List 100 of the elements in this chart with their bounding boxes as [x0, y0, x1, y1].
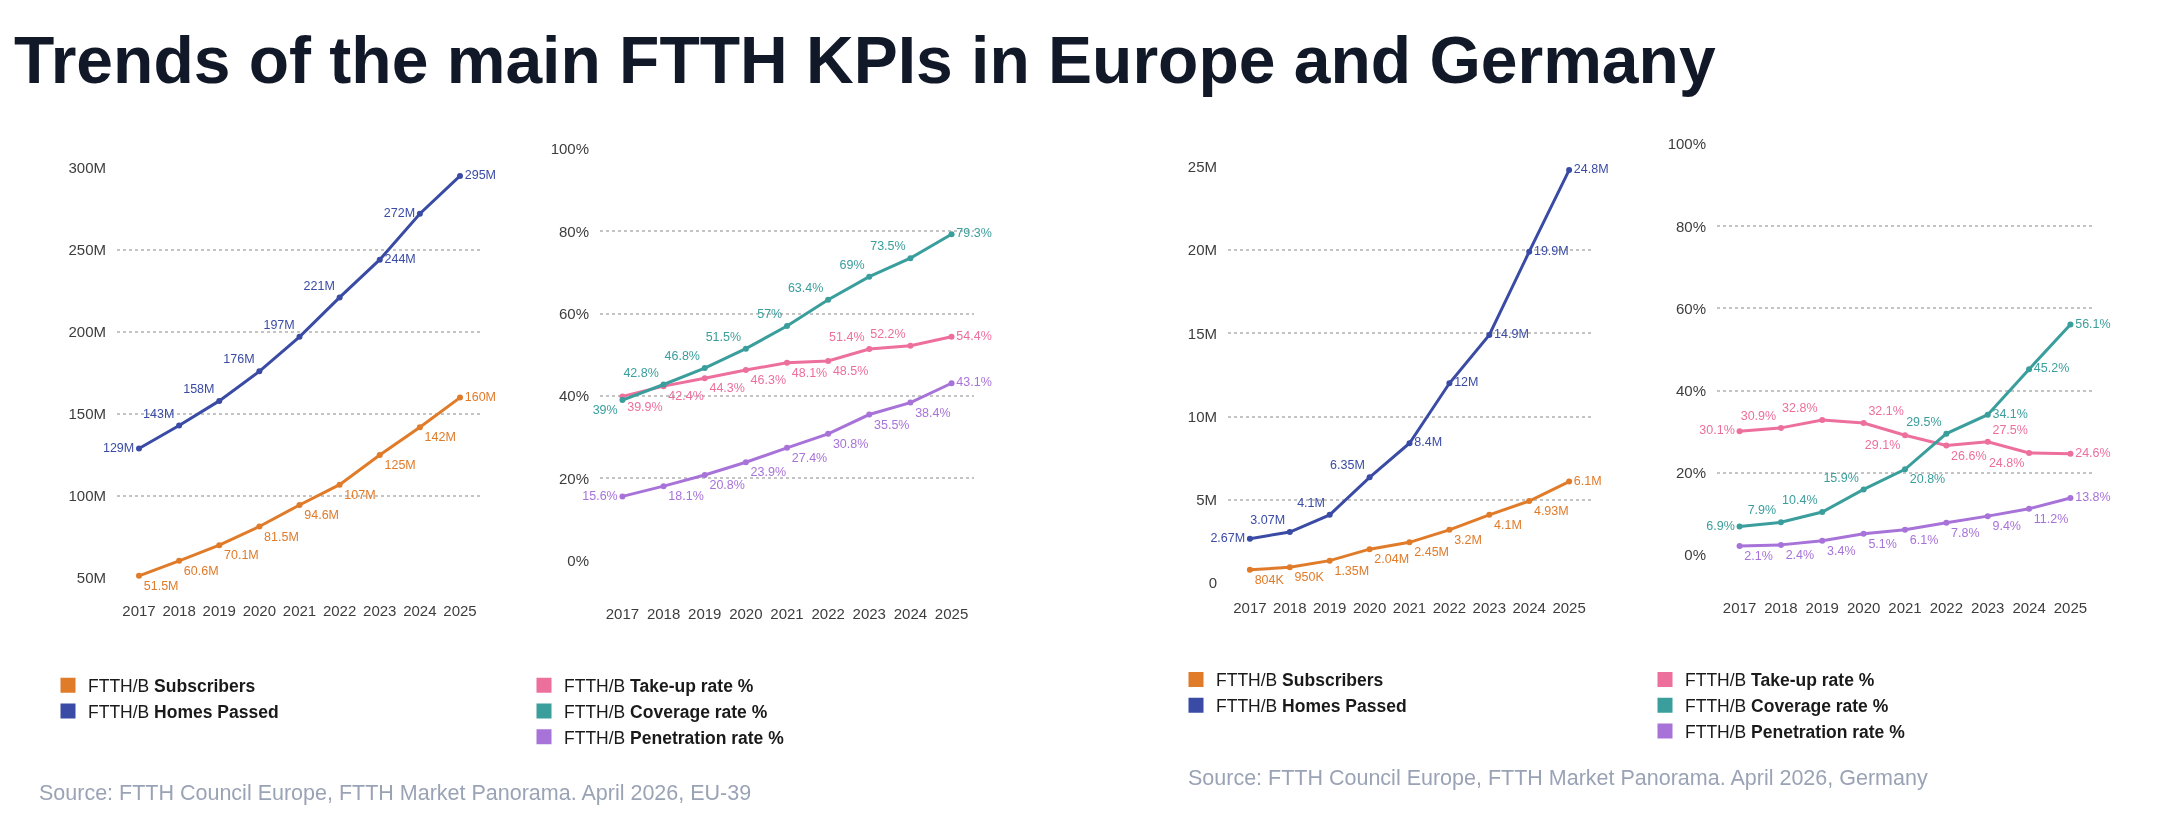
point	[1736, 543, 1743, 550]
point	[866, 346, 873, 353]
data-label: 81.5M	[264, 529, 299, 544]
data-label: 3.07M	[1250, 513, 1286, 528]
x-tick-label: 2020	[1846, 598, 1881, 616]
y-tick-label: 0%	[567, 551, 589, 569]
legend-label: FTTH/B Coverage rate %	[564, 701, 768, 722]
point	[1902, 466, 1908, 473]
data-label: 79.3%	[956, 226, 992, 241]
x-tick-label: 2022	[811, 604, 845, 622]
data-label: 129M	[102, 440, 135, 455]
x-tick-label: 2023	[1472, 599, 1506, 617]
data-label: 30.1%	[1699, 423, 1735, 438]
x-tick-label: 2017	[1722, 598, 1757, 616]
x-tick-label: 2022	[1929, 598, 1964, 616]
point	[1777, 541, 1784, 548]
data-label: 143M	[143, 406, 175, 421]
point	[1777, 424, 1784, 431]
x-tick-label: 2021	[1888, 598, 1922, 616]
legend-label: FTTH/B Penetration rate %	[564, 727, 785, 748]
point	[907, 342, 914, 349]
x-tick-label: 2023	[1971, 598, 2005, 616]
point	[1366, 546, 1373, 553]
y-tick-label: 0	[1208, 574, 1217, 592]
x-tick-label: 2025	[1552, 599, 1586, 617]
x-tick-label: 2025	[2053, 598, 2088, 616]
point	[948, 231, 955, 238]
y-tick-label: 100M	[68, 487, 106, 505]
data-label: 24.8%	[1988, 456, 2025, 471]
source-note: Source: FTTH Council Europe, FTTH Market Panorama. April 2026, Germany	[1188, 766, 1928, 790]
data-label: 39%	[592, 403, 618, 418]
x-tick-label: 2024	[2012, 598, 2046, 616]
data-label: 12M	[1454, 375, 1479, 390]
data-label: 804K	[1254, 572, 1285, 587]
x-tick-label: 2024	[403, 602, 437, 620]
y-tick-label: 60%	[558, 304, 589, 322]
y-tick-label: 50M	[76, 569, 106, 587]
x-tick-label: 2019	[1805, 598, 1839, 616]
x-tick-label: 2020	[729, 604, 763, 622]
point	[176, 557, 183, 564]
data-label: 2.67M	[1210, 530, 1246, 545]
y-tick-label: 60%	[1675, 299, 1706, 317]
legend-label: FTTH/B Penetration rate %	[1685, 721, 1906, 742]
point	[1943, 442, 1950, 449]
data-label: 94.6M	[304, 508, 339, 523]
data-label: 20.8%	[709, 478, 745, 493]
point	[948, 333, 955, 340]
y-tick-label: 250M	[68, 241, 106, 259]
point	[1286, 564, 1293, 571]
y-tick-label: 40%	[1675, 381, 1706, 399]
point	[1860, 530, 1867, 537]
point	[948, 380, 955, 387]
point	[176, 422, 183, 429]
point	[1486, 331, 1493, 338]
y-tick-label: 20M	[1187, 241, 1217, 259]
point	[1326, 557, 1333, 564]
data-label: 6.1%	[1909, 532, 1939, 547]
point	[336, 481, 343, 488]
point	[866, 411, 873, 418]
y-tick-label: 0%	[1684, 545, 1706, 563]
data-label: 32.8%	[1782, 401, 1818, 416]
text: Trends of the main FTTH KPIs in Europe and Germany	[14, 23, 1716, 98]
data-label: 2.04M	[1374, 552, 1410, 567]
data-label: 56.1%	[2075, 316, 2111, 331]
data-label: 38.4%	[915, 405, 951, 420]
point	[660, 483, 667, 490]
point	[1860, 419, 1867, 426]
legend-label: FTTH/B Take-up rate %	[564, 676, 754, 697]
y-tick-label: 300M	[68, 158, 106, 176]
y-tick-label: 200M	[68, 323, 106, 341]
data-label: 7.8%	[1951, 525, 1980, 540]
point	[2067, 450, 2074, 457]
point	[1446, 380, 1453, 387]
point	[1902, 526, 1908, 533]
point	[2026, 449, 2033, 456]
data-label: 51.4%	[829, 330, 865, 345]
data-label: 295M	[464, 168, 497, 183]
data-label: 30.9%	[1740, 409, 1777, 423]
data-label: 24.6%	[2075, 445, 2111, 460]
data-label: 244M	[384, 251, 416, 266]
data-label: 2.1%	[1744, 549, 1773, 564]
x-tick-label: 2018	[162, 602, 196, 620]
point	[1326, 511, 1333, 518]
point	[742, 345, 749, 352]
point	[457, 172, 463, 179]
point	[866, 273, 873, 280]
point	[825, 430, 832, 437]
point	[2026, 505, 2033, 512]
data-label: 6.9%	[1706, 518, 1735, 533]
x-tick-label: 2017	[605, 604, 640, 622]
data-label: 7.9%	[1747, 503, 1777, 518]
data-label: 19.9M	[1533, 243, 1569, 258]
data-label: 43.1%	[956, 375, 992, 390]
data-label: 45.2%	[2033, 361, 2070, 376]
data-label: 197M	[263, 317, 295, 332]
point	[457, 394, 463, 401]
data-label: 63.4%	[787, 280, 824, 295]
point	[742, 459, 749, 466]
x-tick-label: 2020	[1352, 599, 1387, 617]
point	[1246, 566, 1253, 573]
